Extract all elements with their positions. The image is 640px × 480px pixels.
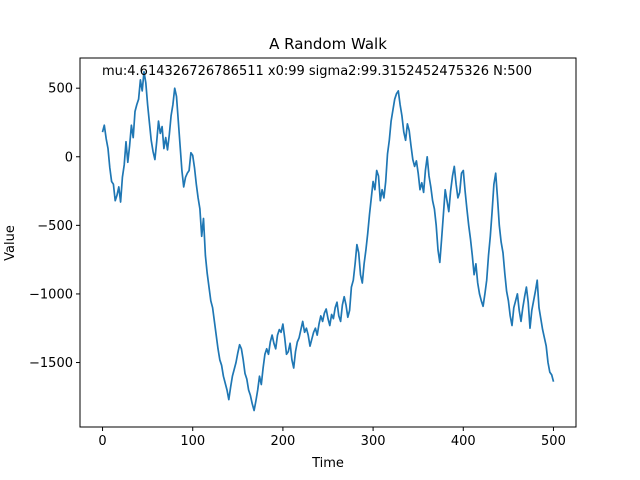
- chart-annotation: mu:4.614326726786511 x0:99 sigma2:99.315…: [102, 64, 532, 79]
- y-tick-label: −500: [37, 219, 73, 234]
- x-tick-label: 400: [451, 434, 476, 449]
- series-line: [101, 70, 555, 412]
- x-tick-label: 300: [361, 434, 386, 449]
- x-tick-label: 0: [98, 434, 106, 449]
- y-tick-label: −1500: [29, 356, 73, 371]
- x-tick-label: 200: [270, 434, 295, 449]
- y-tick-label: −1000: [29, 287, 73, 302]
- axes-frame: [79, 57, 577, 428]
- y-axis-label: Value: [3, 225, 18, 261]
- chart-title: A Random Walk: [269, 35, 387, 53]
- y-axis: 500 0 −500 −1000 −1500: [29, 82, 80, 371]
- x-axis-label: Time: [311, 456, 344, 471]
- x-tick-label: 100: [180, 434, 205, 449]
- x-tick-label: 500: [541, 434, 566, 449]
- plot-area: [79, 57, 577, 428]
- y-tick-label: 500: [48, 82, 73, 97]
- x-axis: 0 100 200 300 400 500: [98, 427, 566, 449]
- y-tick-label: 0: [65, 150, 73, 165]
